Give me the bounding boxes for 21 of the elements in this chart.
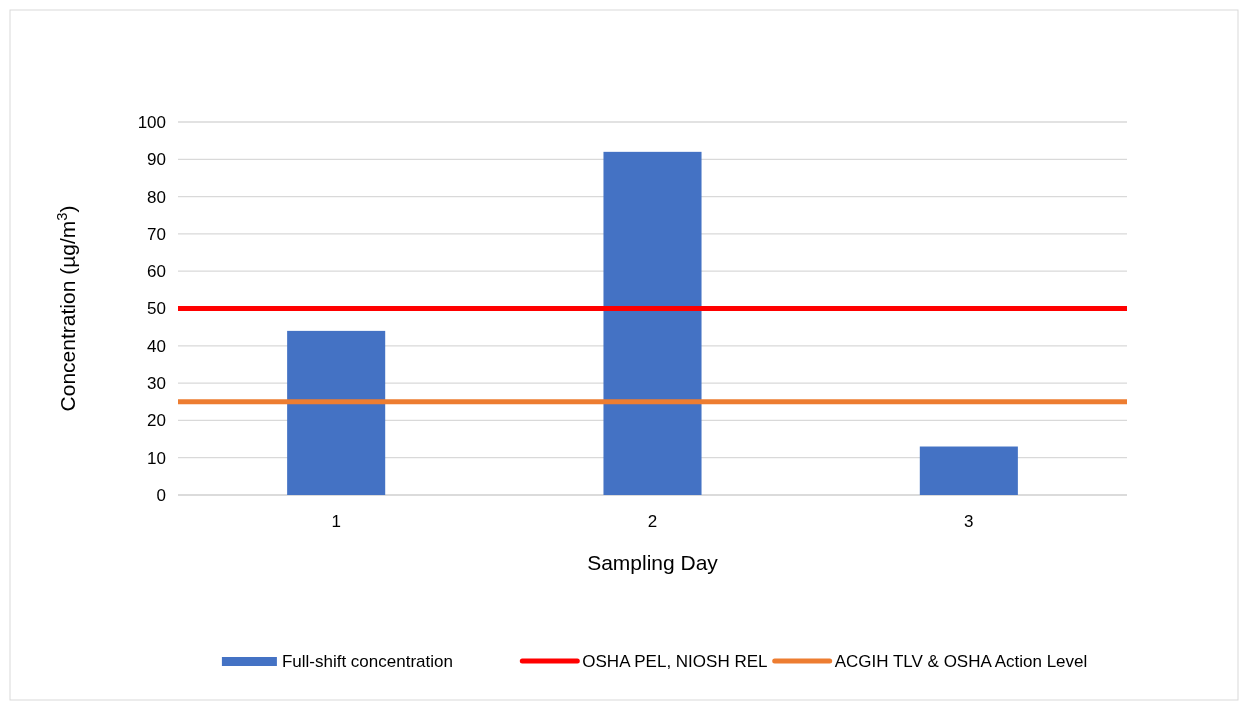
bar [919, 446, 1018, 495]
x-axis-title: Sampling Day [587, 551, 719, 574]
y-tick-label: 10 [147, 448, 166, 468]
x-tick-label: 2 [647, 512, 658, 531]
y-tick-label: 40 [147, 336, 166, 356]
y-tick-label: 60 [147, 262, 166, 282]
y-tick-label: 70 [147, 224, 166, 244]
y-tick-label: 30 [147, 374, 166, 394]
legend-label: ACGIH TLV & OSHA Action Level [834, 651, 1088, 671]
y-tick-label: 100 [137, 112, 166, 132]
bar [603, 151, 702, 495]
y-tick-label: 0 [156, 485, 166, 505]
y-tick-label: 20 [147, 411, 166, 431]
legend-label: OSHA PEL, NIOSH REL [582, 651, 768, 671]
x-tick-label: 1 [331, 512, 341, 531]
legend-label: Full-shift concentration [281, 651, 453, 671]
y-tick-label: 90 [147, 150, 166, 170]
x-tick-label: 3 [964, 512, 974, 531]
bar [287, 330, 386, 495]
y-tick-label: 80 [147, 187, 166, 207]
y-tick-label: 50 [147, 299, 166, 319]
